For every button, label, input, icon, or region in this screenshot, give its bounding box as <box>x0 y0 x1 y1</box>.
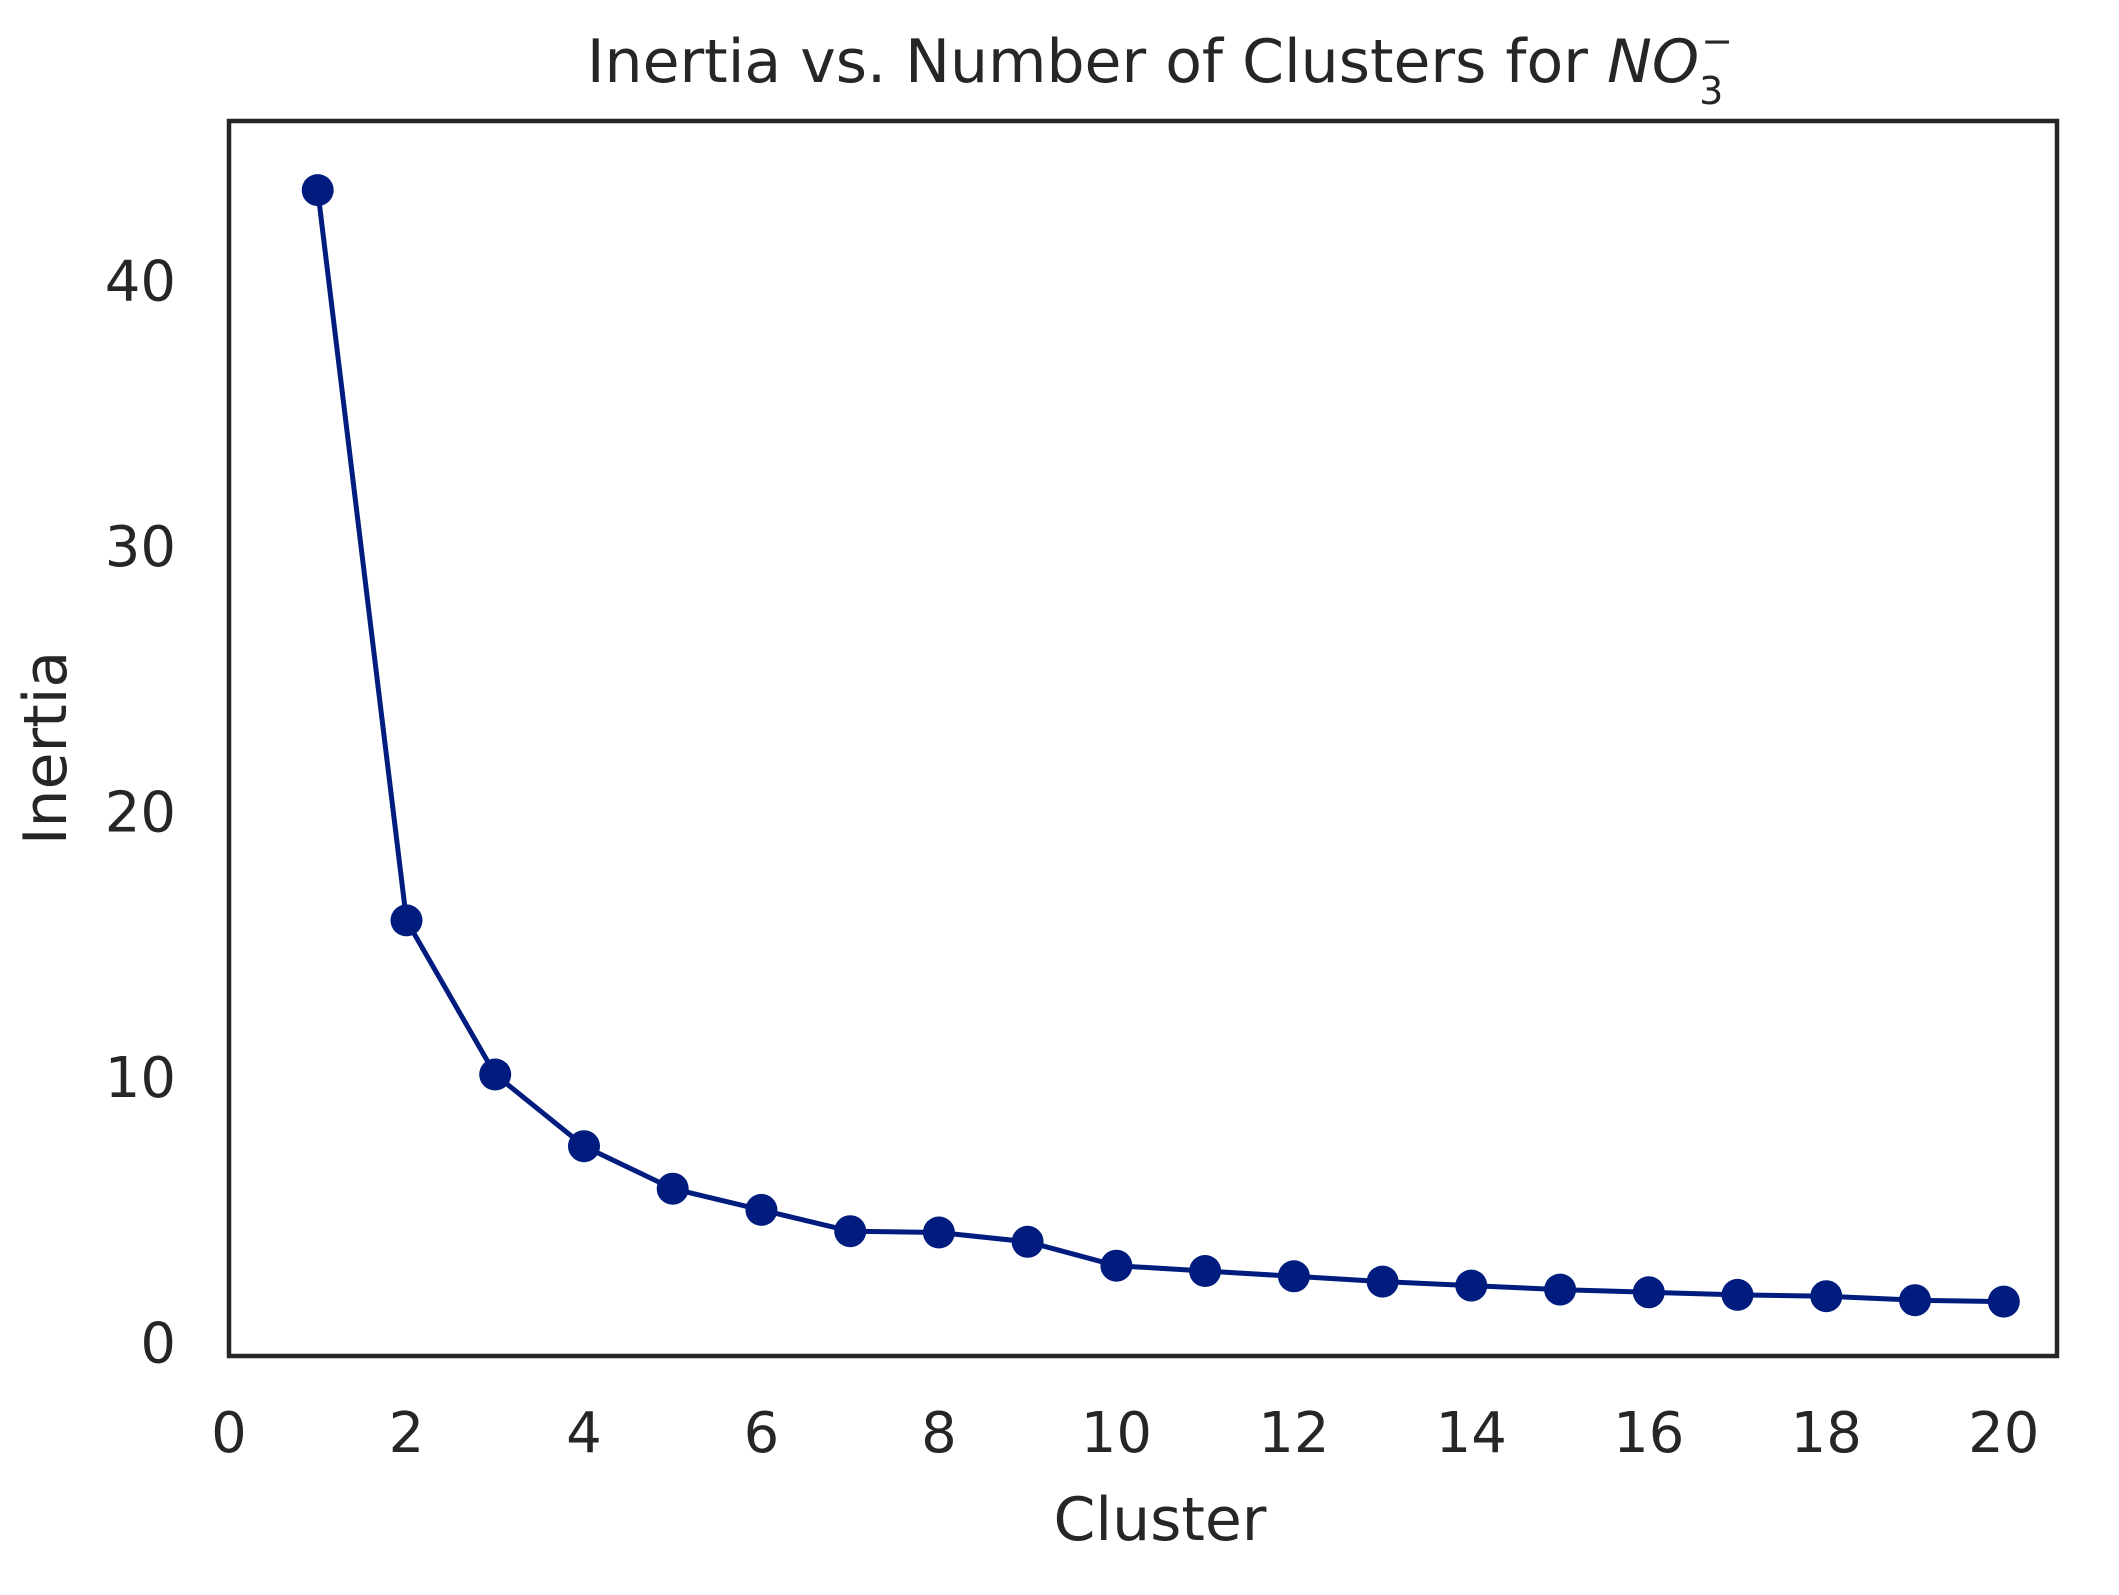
x-tick-label: 6 <box>744 1401 780 1466</box>
data-point <box>568 1130 600 1163</box>
x-tick-label: 8 <box>921 1401 957 1466</box>
data-point <box>1810 1280 1843 1313</box>
data-point <box>1455 1269 1488 1302</box>
data-point <box>1011 1225 1044 1258</box>
chart-title: Inertia vs. Number of Clusters for NO3 − <box>587 19 1733 113</box>
y-tick-label: 0 <box>140 1312 176 1377</box>
y-axis-label: Inertia <box>11 651 81 845</box>
x-tick-label: 2 <box>389 1401 425 1466</box>
x-tick-label: 16 <box>1613 1401 1684 1466</box>
data-point <box>1277 1260 1310 1293</box>
data-point <box>922 1216 955 1249</box>
data-point <box>301 174 334 207</box>
y-tick-label: 40 <box>105 249 176 314</box>
x-tick-label: 14 <box>1436 1401 1507 1466</box>
data-point <box>1987 1285 2020 1318</box>
chart-title-formula: NO <box>1607 27 1699 97</box>
x-tick-label: 10 <box>1081 1401 1152 1466</box>
data-point <box>1189 1255 1222 1287</box>
data-point <box>745 1193 778 1226</box>
x-tick-label: 0 <box>211 1401 247 1466</box>
plot-area <box>301 174 2020 1318</box>
data-point <box>479 1058 512 1091</box>
y-axis-ticks: 0 10 20 30 40 <box>105 249 176 1376</box>
y-tick-label: 20 <box>105 781 176 846</box>
chart-title-text: Inertia vs. Number of Clusters for <box>587 27 1607 97</box>
data-point <box>1632 1276 1665 1309</box>
data-point <box>1366 1265 1399 1298</box>
data-point <box>390 904 423 937</box>
data-point <box>1544 1273 1577 1306</box>
data-point <box>1721 1278 1754 1311</box>
x-tick-label: 18 <box>1791 1401 1862 1466</box>
y-tick-label: 10 <box>105 1046 176 1111</box>
x-axis-label: Cluster <box>1054 1485 1267 1555</box>
chart-title-superscript: − <box>1701 19 1733 63</box>
series-line <box>315 189 2004 1305</box>
x-tick-label: 4 <box>566 1401 602 1466</box>
y-tick-label: 30 <box>105 515 176 580</box>
data-point <box>1899 1284 1931 1317</box>
data-point <box>834 1215 867 1248</box>
plot-frame <box>226 118 2060 1359</box>
x-axis-ticks: 0 2 4 6 8 10 12 14 16 18 20 <box>211 1401 2039 1466</box>
x-tick-label: 20 <box>1968 1401 2039 1466</box>
data-point <box>1100 1249 1133 1282</box>
data-point <box>656 1172 689 1205</box>
chart-title-subscript: 3 <box>1699 69 1723 113</box>
x-tick-label: 12 <box>1258 1401 1329 1466</box>
